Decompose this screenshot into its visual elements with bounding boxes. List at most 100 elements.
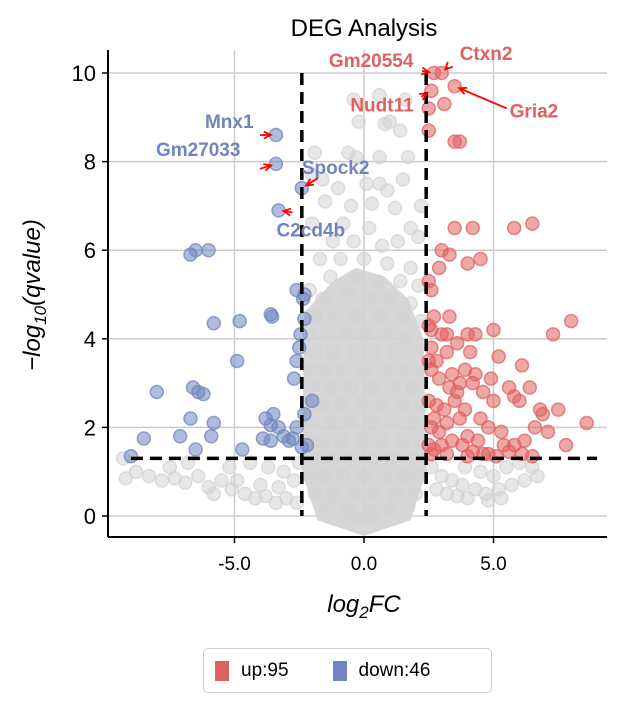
point-ns [400,149,416,165]
point-ns [398,331,413,347]
y-tick-label: 4 [84,327,96,352]
legend-item-down: down:46 [332,659,431,682]
point-ns [364,380,380,395]
point-ns [190,468,206,484]
point-ns [307,145,323,160]
point-down [201,242,216,258]
point-ns [359,176,374,191]
point-ns [403,296,418,311]
point-ns [276,464,291,479]
y-tick-label: 8 [84,150,96,175]
point-ns [356,362,372,378]
legend-label-down: down:46 [358,659,431,681]
point-up [527,420,543,435]
point-up [421,101,436,116]
point-ns [372,149,387,165]
gene-label: C2cd4b [277,220,346,241]
point-ns [377,468,392,484]
point-ns [374,238,390,254]
point-up [447,220,462,236]
point-down [203,429,219,444]
annotation-arrowhead [419,92,429,101]
point-up [465,220,481,236]
point-ns [481,493,496,508]
annotation-arrow [458,87,508,110]
point-ns [336,216,351,231]
gene-label: Ctxn2 [460,44,513,65]
point-ns [312,251,328,267]
point-down [196,386,211,402]
point-ns [317,468,333,484]
point-ns [395,398,411,413]
point-up [431,371,447,386]
point-ns [382,291,398,307]
point-ns [351,114,367,129]
point-ns [387,486,403,502]
point-up [491,349,506,364]
point-ns [413,198,429,214]
point-ns [346,92,361,107]
point-ns [323,415,338,431]
gene-label: Gm27033 [156,140,241,161]
point-ns [395,172,411,187]
point-ns [348,510,364,526]
point-ns [372,309,387,324]
point-up [460,448,475,464]
point-down [188,442,203,457]
point-ns [214,473,229,488]
point-down [263,433,279,448]
point-up [439,344,455,360]
point-ns [408,344,424,360]
point-ns [286,473,302,488]
gene-label: Gria2 [510,101,559,122]
x-tick-label: 5.0 [480,554,506,575]
axes: -5.0 0.0 5.0 0 2 4 6 8 10 [72,50,607,575]
point-ns [348,309,364,324]
point-down [286,371,302,386]
point-up [486,393,501,409]
point-ns [222,460,237,475]
point-up [563,313,579,329]
point-ns [206,486,222,502]
point-up [540,424,556,440]
point-up [442,247,457,262]
point-ns [393,123,408,138]
point-ns [325,344,341,360]
threshold-lines [130,73,598,516]
point-ns [346,486,361,502]
x-tick-label: 0.0 [351,554,377,575]
point-ns [348,269,364,285]
point-ns [317,194,333,209]
point-up [457,402,473,417]
point-ns [307,344,323,360]
point-ns [229,473,245,488]
point-ns [364,510,380,526]
point-ns [341,287,356,302]
point-up [439,415,455,431]
point-ns [411,229,426,245]
point-ns [361,291,377,307]
point-down [183,411,198,426]
point-ns [380,183,395,198]
point-down [264,309,280,324]
point-up [481,420,496,435]
point-ns [385,380,400,395]
point-down [297,311,312,327]
point-ns [372,87,387,103]
point-ns [377,116,392,132]
point-ns [253,477,268,493]
point-down [268,156,284,172]
point-ns [323,380,338,395]
point-down [304,393,320,409]
point-up [460,256,475,271]
point-ns [315,433,330,448]
point-ns [336,362,351,378]
point-ns [486,468,501,484]
point-ns [330,180,346,196]
annotation-arrowhead [443,61,454,71]
chart-title: DEG Analysis [291,15,438,42]
point-ns [354,433,369,448]
point-down [297,406,312,422]
point-up [452,134,468,149]
point-ns [346,234,361,249]
